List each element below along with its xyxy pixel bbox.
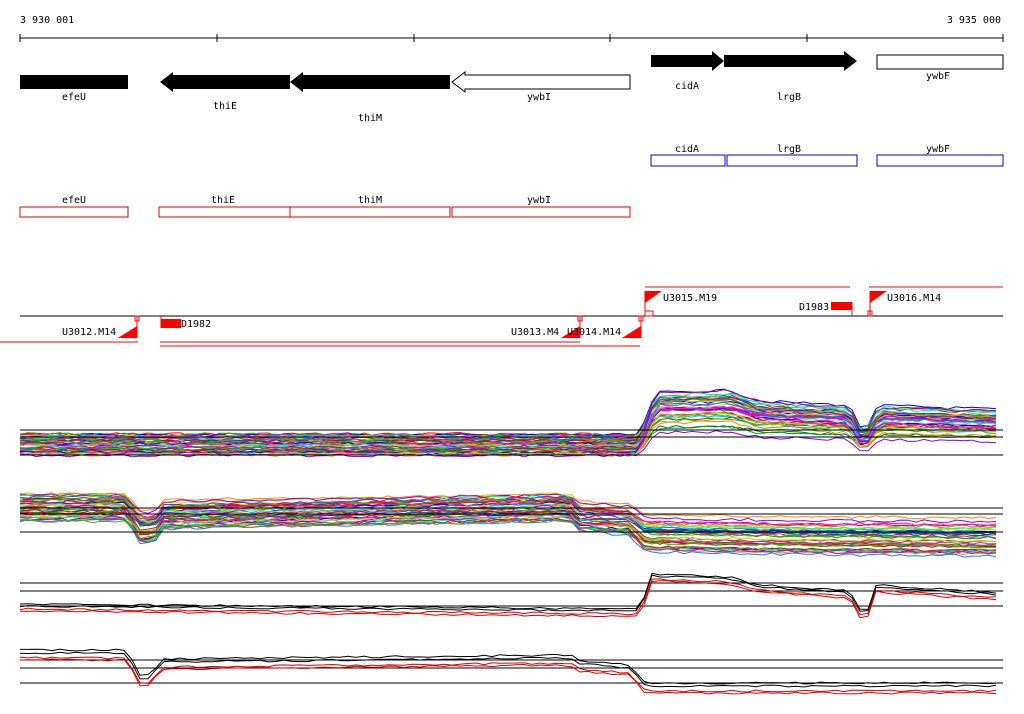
expression-trace: [19, 514, 997, 543]
gene-ywbI[interactable]: [451, 70, 631, 94]
gene-ywbF[interactable]: [876, 54, 1004, 70]
gene-label-cidA: cidA: [675, 81, 699, 92]
tu-U3016-label: U3016.M14: [887, 293, 941, 304]
ruler-start-label: 3 930 001: [20, 15, 74, 26]
downshift-D1982-label: D1982: [181, 319, 211, 330]
downshift-D1982[interactable]: [161, 319, 181, 328]
expression-trace: [19, 572, 997, 610]
gene-label-ywbF: ywbF: [926, 71, 950, 82]
expression-trace: [19, 511, 997, 548]
gene-lrgB[interactable]: [724, 51, 857, 71]
red-box-ywbI[interactable]: [451, 206, 631, 218]
coordinate-ruler: 3 930 001 3 935 000: [19, 15, 1004, 42]
expression-trace: [19, 502, 997, 527]
expression-panel-4: [19, 648, 1003, 695]
gene-label-thiE: thiE: [213, 101, 237, 112]
expression-trace: [19, 578, 997, 616]
blue-box-ywbF[interactable]: [876, 154, 1004, 167]
downshift-D1983-label: D1983: [799, 302, 829, 313]
expression-trace: [19, 498, 997, 529]
expression-trace: [19, 574, 997, 612]
tu-U3015-label: U3015.M19: [663, 293, 717, 304]
expression-trace: [19, 406, 997, 447]
ruler-end-label: 3 935 000: [947, 15, 1001, 26]
blue-annotation-track: cidA lrgB ywbF: [650, 144, 1004, 167]
tu-U3013-label: U3013.M4: [511, 327, 559, 338]
expression-trace: [19, 499, 997, 527]
gene-thiM[interactable]: [290, 72, 450, 92]
gene-cidA[interactable]: [651, 51, 724, 71]
expression-trace: [19, 492, 997, 520]
expression-panel-3: [19, 572, 1003, 619]
tu-U3012-flag[interactable]: [118, 326, 137, 338]
tu-U3014-label: U3014.M14: [567, 327, 621, 338]
expression-trace: [19, 401, 997, 451]
expression-trace: [19, 505, 997, 544]
expression-panel-1: [19, 388, 1003, 458]
expression-trace: [19, 411, 997, 451]
expression-trace: [19, 658, 997, 695]
gene-efeU[interactable]: [20, 75, 128, 89]
tu-U3015-flag[interactable]: [645, 291, 662, 303]
red-label-thiM: thiM: [358, 195, 382, 206]
gene-label-lrgB: lrgB: [777, 92, 801, 103]
blue-label-ywbF: ywbF: [926, 144, 950, 155]
red-label-thiE: thiE: [211, 195, 235, 206]
expression-trace: [19, 508, 997, 548]
gene-label-ywbI: ywbI: [527, 92, 551, 103]
red-box-thiE[interactable]: [158, 206, 291, 218]
expression-trace: [19, 656, 997, 693]
expression-trace: [19, 493, 997, 523]
expression-trace: [19, 651, 997, 688]
tu-U3012-label: U3012.M14: [62, 327, 116, 338]
red-annotation-track: efeU thiE thiM ywbI: [19, 195, 631, 218]
gene-label-thiM: thiM: [358, 113, 382, 124]
tu-U3013-flag[interactable]: [561, 326, 580, 338]
blue-label-cidA: cidA: [675, 144, 699, 155]
gene-label-efeU: efeU: [62, 92, 86, 103]
blue-box-cidA[interactable]: [650, 154, 726, 167]
red-box-thiM[interactable]: [289, 206, 451, 218]
expression-trace: [19, 406, 997, 450]
blue-box-lrgB[interactable]: [726, 154, 858, 167]
expression-trace: [19, 505, 997, 531]
expression-trace: [19, 580, 997, 619]
tu-U3016-flag[interactable]: [870, 291, 887, 303]
blue-label-lrgB: lrgB: [777, 144, 801, 155]
gene-thiE[interactable]: [160, 72, 290, 92]
expression-panel-2: [19, 492, 1003, 558]
downshift-D1983[interactable]: [831, 302, 852, 310]
gene-track: efeU thiE thiM ywbI cidA lrgB ywbF: [20, 51, 1004, 124]
red-box-efeU[interactable]: [19, 206, 129, 218]
tu-U3014-flag[interactable]: [622, 326, 641, 338]
expression-trace: [19, 395, 997, 444]
expression-trace: [19, 424, 997, 455]
expression-trace: [20, 403, 997, 439]
red-label-efeU: efeU: [62, 195, 86, 206]
expression-trace: [19, 400, 997, 448]
expression-trace: [19, 519, 996, 548]
red-label-ywbI: ywbI: [527, 195, 551, 206]
transcription-unit-track: U3015.M19 U3016.M14 D1983 U3012.M14 U301…: [0, 286, 1003, 347]
expression-trace: [20, 648, 997, 685]
